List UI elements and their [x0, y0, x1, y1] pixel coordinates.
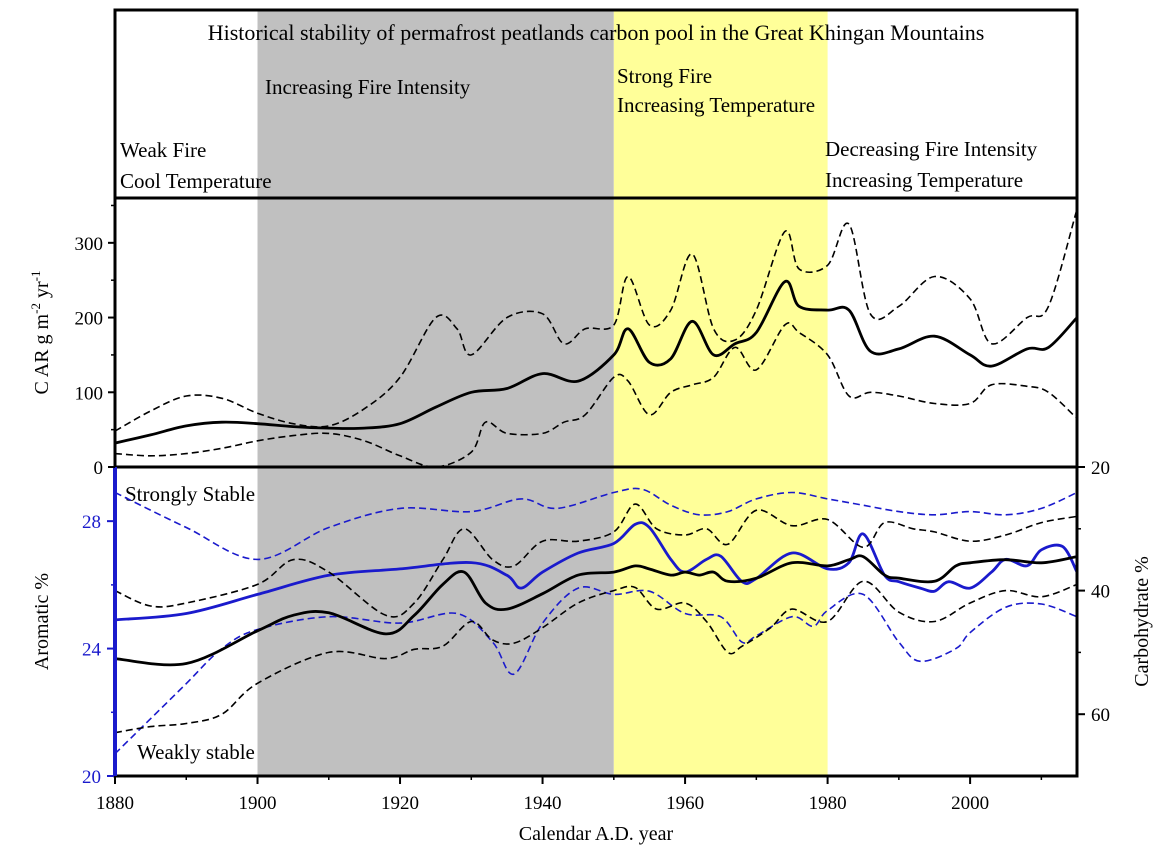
carbohydrate-tick-label: 20 [1091, 458, 1110, 479]
car-tick-label: 0 [94, 458, 104, 479]
annotation-increasing-temperature-2: Increasing Temperature [825, 168, 1023, 192]
car-series-1 [115, 279, 1077, 445]
axes: 0 100 200 300 20 24 28 20 40 60 1880 1900 1920 1940 19… [75, 8, 1110, 814]
annotation-weakly-stable: Weakly stable [137, 740, 255, 764]
aromatic-tick-label: 28 [82, 512, 101, 533]
annotation-strong-fire: Strong Fire [617, 64, 712, 88]
car-series-2 [115, 208, 1077, 432]
car-tick-label: 200 [75, 309, 104, 330]
annotation-cool-temperature: Cool Temperature [120, 169, 272, 193]
x-tick-label: 1960 [666, 793, 704, 814]
chart-title: Historical stability of permafrost peatl… [208, 20, 985, 45]
aromatic-tick-label: 24 [82, 640, 102, 661]
annotation-strongly-stable: Strongly Stable [125, 482, 255, 506]
y-axis-label-carbohydrate: Carbohydrate % [1131, 556, 1153, 687]
series-lines [115, 208, 1077, 755]
car-tick-label: 100 [75, 383, 104, 404]
car-tick-label: 300 [75, 234, 104, 255]
carbohydrate-series-5 [115, 503, 1077, 618]
annotation-increasing-temperature-1: Increasing Temperature [617, 93, 815, 117]
annotation-box: Historical stability of permafrost peatl… [120, 20, 1038, 764]
period-band-2 [613, 10, 828, 776]
carbohydrate-series-6 [115, 580, 1077, 734]
car-series-3 [115, 322, 1077, 467]
period-band-1 [257, 10, 614, 776]
annotation-decreasing-fire-intensity: Decreasing Fire Intensity [825, 137, 1038, 161]
y-axis-label-car: C AR g m-2 yr-1 [28, 271, 53, 395]
x-tick-label: 1920 [381, 793, 419, 814]
axis-labels: Calendar A.D. year C AR g m-2 yr-1 Aroma… [28, 271, 1153, 845]
y-label-mid: yr [31, 281, 53, 303]
x-tick-label: 1880 [96, 793, 134, 814]
y-label-sup1: -2 [28, 303, 43, 314]
carbohydrate-tick-label: 60 [1091, 705, 1110, 726]
x-tick-label: 2000 [951, 793, 989, 814]
x-axis-label: Calendar A.D. year [519, 823, 674, 845]
annotation-increasing-fire-intensity: Increasing Fire Intensity [265, 75, 471, 99]
aromatic-series-1 [115, 521, 1077, 622]
aromatic-series-3 [115, 586, 1077, 755]
x-tick-label: 1980 [809, 793, 847, 814]
period-bands [257, 10, 828, 776]
annotation-weak-fire: Weak Fire [120, 138, 206, 162]
x-tick-label: 1940 [524, 793, 562, 814]
carbohydrate-tick-label: 40 [1091, 582, 1110, 603]
y-axis-label-aromatic: Aromatic % [31, 573, 53, 670]
aromatic-tick-label: 20 [82, 767, 101, 788]
y-label-main: C AR g m [31, 313, 53, 394]
carbohydrate-series-4 [115, 554, 1077, 667]
x-tick-label: 1900 [239, 793, 277, 814]
y-label-sup2: -1 [28, 271, 43, 282]
